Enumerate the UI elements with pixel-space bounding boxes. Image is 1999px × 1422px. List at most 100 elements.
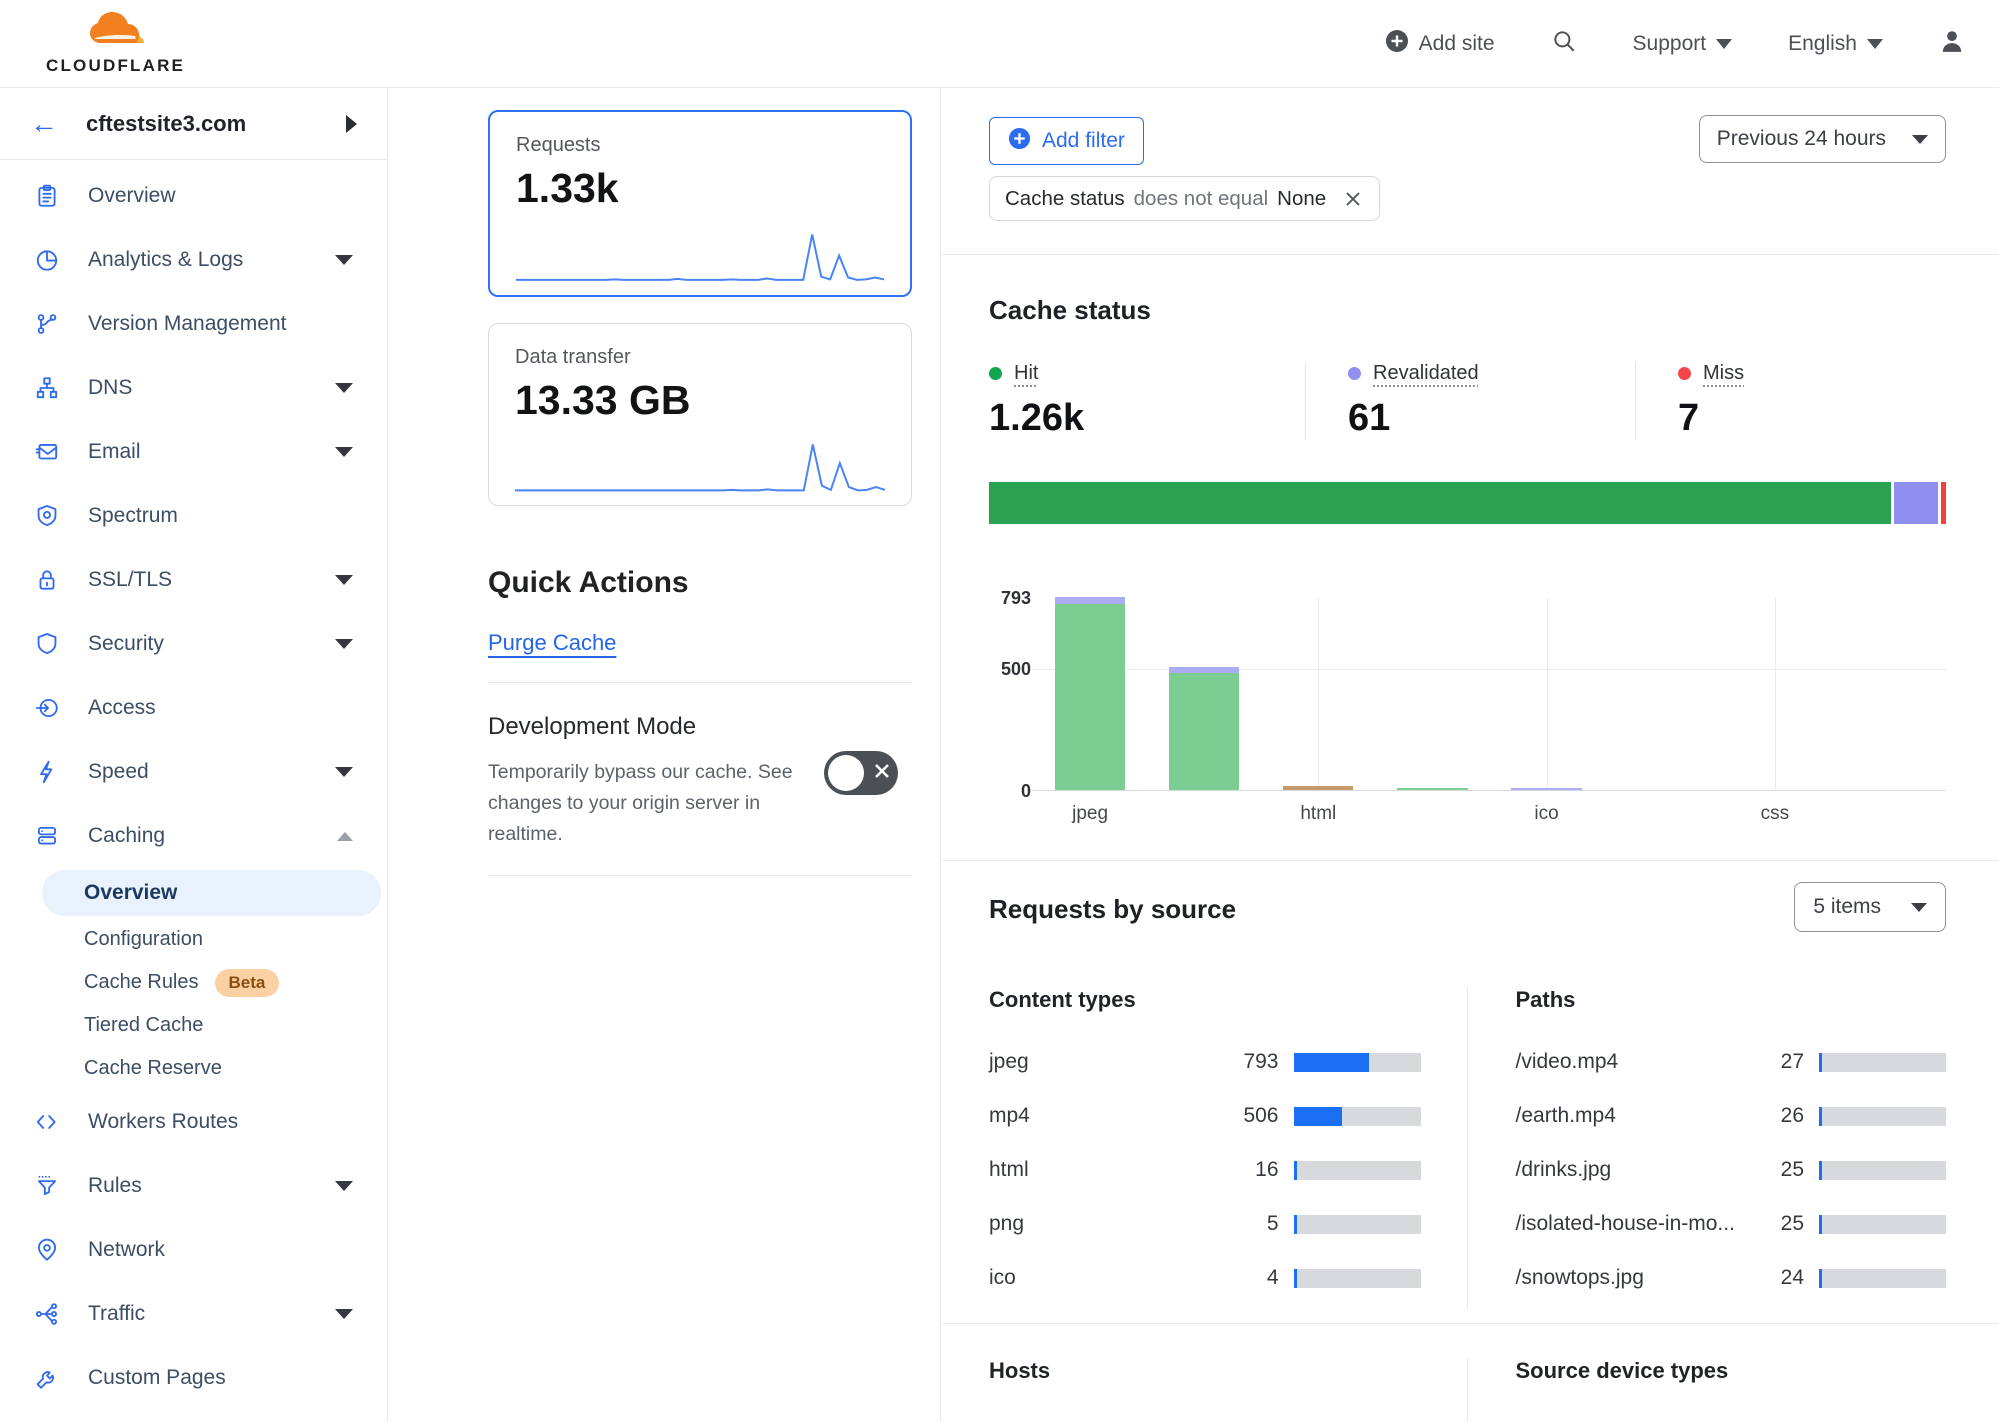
sidebar-item-spectrum[interactable]: Spectrum (0, 484, 387, 548)
filter-chip[interactable]: Cache status does not equal None (989, 176, 1381, 221)
sidebar-subitem-label: Cache Reserve (84, 1057, 222, 1079)
legend-value: 61 (1348, 397, 1391, 439)
legend-label[interactable]: Revalidated (1373, 362, 1479, 384)
legend-label[interactable]: Miss (1703, 362, 1745, 384)
sidebar-item-custom-pages[interactable]: Custom Pages (0, 1346, 387, 1410)
requests-sparkline (516, 231, 884, 283)
development-mode-toggle[interactable] (824, 751, 898, 795)
bar-chart-x-labels: jpeg html ico css (1033, 791, 1946, 827)
items-count-select[interactable]: 5 items (1794, 882, 1946, 932)
remove-filter-icon[interactable] (1342, 188, 1364, 210)
analytics-panel: Add filter Previous 24 hours Cache statu… (942, 88, 1999, 1422)
sidebar-item-speed[interactable]: Speed (0, 740, 387, 804)
development-mode-section: Development Mode Temporarily bypass our … (488, 713, 912, 849)
sidebar-item-version-management[interactable]: Version Management (0, 292, 387, 356)
chevron-down-icon (335, 1309, 353, 1319)
sidebar-subitem-label: Cache Rules (84, 971, 199, 993)
sidebar-item-ssl-tls[interactable]: SSL/TLS (0, 548, 387, 612)
sidebar-item-dns[interactable]: DNS (0, 356, 387, 420)
chevron-down-icon (335, 255, 353, 265)
cloudflare-logo[interactable]: CLOUDFLARE (46, 11, 185, 76)
sidebar: ← cftestsite3.com Overview Analytics & Lo… (0, 88, 388, 1422)
spectrum-shield-icon (32, 503, 62, 529)
sidebar-item-label: Email (88, 440, 141, 463)
dns-tree-icon (32, 375, 62, 401)
divider (488, 682, 912, 683)
table-row: png 5 (989, 1201, 1421, 1247)
top-nav: Add site Support English (1385, 28, 1965, 60)
stacked-segment-miss (1940, 482, 1946, 524)
miss-dot-icon (1678, 367, 1691, 380)
sidebar-item-caching[interactable]: Caching (0, 804, 387, 868)
row-bar-track (1819, 1052, 1946, 1072)
gridline (1546, 598, 1548, 790)
account-menu[interactable] (1939, 28, 1965, 60)
bar-slot-1 (1169, 666, 1240, 790)
sidebar-item-traffic[interactable]: Traffic (0, 1282, 387, 1346)
sidebar-subitem-cache-rules[interactable]: Cache Rules Beta (0, 961, 387, 1004)
metrics-column: Requests 1.33k Data transfer 13.33 GB Qu… (389, 88, 941, 1422)
language-menu[interactable]: English (1788, 32, 1883, 56)
sidebar-subitem-cache-reserve[interactable]: Cache Reserve (0, 1047, 387, 1090)
sidebar-item-workers-routes[interactable]: Workers Routes (0, 1090, 387, 1154)
paths-column: Paths /video.mp4 27 /earth.mp4 26 /drink… (1468, 987, 1946, 1309)
chevron-down-icon (1912, 134, 1928, 144)
row-value: 4 (1266, 1266, 1279, 1289)
bar-segment-other (1283, 786, 1354, 790)
security-shield-icon (32, 631, 62, 657)
row-value: 5 (1266, 1212, 1279, 1235)
row-bar-track (1819, 1160, 1946, 1180)
revalidated-dot-icon (1348, 367, 1361, 380)
rules-funnel-icon (32, 1173, 62, 1199)
sidebar-subitem-configuration[interactable]: Configuration (0, 918, 387, 961)
sidebar-item-access[interactable]: Access (0, 676, 387, 740)
sidebar-item-overview[interactable]: Overview (0, 164, 387, 228)
row-value: 26 (1780, 1104, 1804, 1127)
chevron-right-icon[interactable] (346, 114, 357, 133)
sidebar-item-security[interactable]: Security (0, 612, 387, 676)
chevron-down-icon (335, 767, 353, 777)
hosts-title: Hosts (989, 1358, 1051, 1383)
beta-badge: Beta (214, 968, 280, 997)
sidebar-subitem-tiered-cache[interactable]: Tiered Cache (0, 1004, 387, 1047)
chevron-down-icon (335, 1181, 353, 1191)
bar-jpeg (1054, 597, 1126, 790)
data-transfer-metric-card[interactable]: Data transfer 13.33 GB (488, 323, 912, 506)
table-row: ico 4 (989, 1255, 1421, 1301)
content-types-column: Content types jpeg 793 mp4 506 html 16 p… (989, 987, 1468, 1309)
requests-metric-card[interactable]: Requests 1.33k (488, 110, 912, 297)
gridline (1318, 598, 1320, 790)
back-arrow-icon[interactable]: ← (30, 107, 58, 139)
sidebar-subitem-overview[interactable]: Overview (42, 870, 381, 916)
devices-column: Source device types Desktop 1.33k (1468, 1358, 1947, 1422)
support-menu[interactable]: Support (1633, 32, 1733, 56)
add-filter-button[interactable]: Add filter (989, 117, 1144, 165)
hosts-devices-grid: Hosts cftestsite3.com 1.33k Source devic… (989, 1324, 1946, 1422)
sidebar-item-email[interactable]: Email (0, 420, 387, 484)
sidebar-item-label: Custom Pages (88, 1366, 226, 1389)
search-button[interactable] (1551, 28, 1577, 60)
table-row: /video.mp4 27 (1516, 1039, 1946, 1085)
data-transfer-value: 13.33 GB (515, 377, 691, 423)
row-label: /isolated-house-in-mo... (1515, 1212, 1735, 1235)
sidebar-item-network[interactable]: Network (0, 1218, 387, 1282)
purge-cache-link[interactable]: Purge Cache (488, 630, 617, 655)
content-types-title: Content types (989, 987, 1136, 1012)
sidebar-item-label: Access (88, 696, 156, 719)
cache-status-title: Cache status (989, 295, 1151, 325)
time-range-select[interactable]: Previous 24 hours (1698, 115, 1946, 163)
sidebar-item-label: Caching (88, 824, 166, 847)
sidebar-item-analytics-logs[interactable]: Analytics & Logs (0, 228, 387, 292)
requests-by-source-title: Requests by source (989, 894, 1237, 924)
table-row: /drinks.jpg 25 (1516, 1147, 1946, 1193)
table-row: /snowtops.jpg 24 (1516, 1255, 1946, 1301)
legend-label[interactable]: Hit (1014, 362, 1039, 384)
cache-status-legend: Hit 1.26k Revalidated 61 Miss 7 (989, 362, 1946, 440)
table-row: jpeg 793 (989, 1039, 1421, 1085)
sidebar-subitem-label: Configuration (84, 928, 203, 950)
cache-status-bar-chart: 793 500 0 jpeg html ico css (989, 588, 1946, 827)
toggle-off-x-icon (872, 761, 892, 786)
sidebar-item-rules[interactable]: Rules (0, 1154, 387, 1218)
chevron-down-icon (1716, 38, 1733, 49)
add-site-button[interactable]: Add site (1385, 29, 1495, 59)
